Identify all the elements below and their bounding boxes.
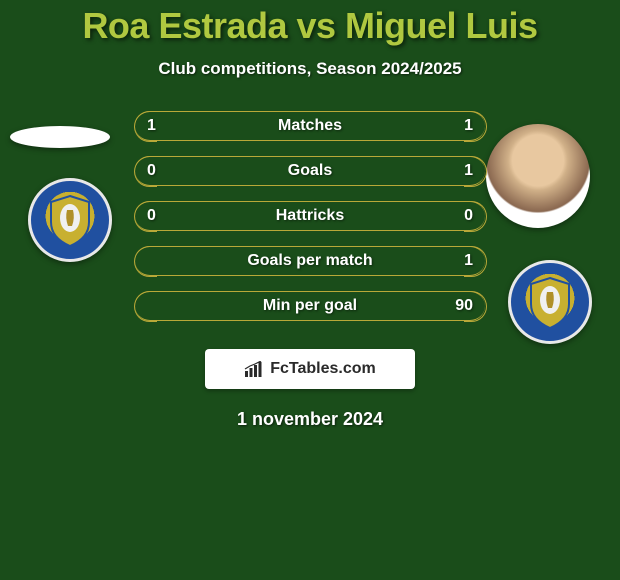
stat-label: Hattricks	[276, 207, 344, 225]
stat-left-value: 1	[147, 117, 175, 135]
stat-label: Matches	[278, 117, 342, 135]
comparison-infographic: Roa Estrada vs Miguel Luis Club competit…	[0, 0, 620, 580]
stat-right-value: 1	[445, 117, 473, 135]
watermark-text: FcTables.com	[270, 360, 376, 378]
stat-row: 0 Hattricks 0	[135, 201, 485, 231]
stat-right-value: 0	[445, 207, 473, 225]
stat-row: 1 Matches 1	[135, 111, 485, 141]
shield-icon	[45, 192, 95, 248]
player-right-avatar	[486, 124, 590, 228]
stat-label: Goals	[288, 162, 332, 180]
subtitle: Club competitions, Season 2024/2025	[0, 59, 620, 79]
stat-label: Goals per match	[247, 252, 372, 270]
stat-row: 0 Goals 1	[135, 156, 485, 186]
stat-right-value: 90	[445, 297, 473, 315]
stat-right-value: 1	[445, 252, 473, 270]
page-title: Roa Estrada vs Miguel Luis	[0, 5, 620, 47]
player-left-avatar	[10, 126, 110, 148]
watermark-badge: FcTables.com	[205, 349, 415, 389]
shield-icon	[525, 274, 575, 330]
player-right-club-badge	[508, 260, 592, 344]
player-left-club-badge	[28, 178, 112, 262]
date-text: 1 november 2024	[0, 409, 620, 430]
stat-row: Min per goal 90	[135, 291, 485, 321]
stat-row: Goals per match 1	[135, 246, 485, 276]
stat-label: Min per goal	[263, 297, 357, 315]
stat-right-value: 1	[445, 162, 473, 180]
stat-left-value: 0	[147, 207, 175, 225]
chart-icon	[244, 361, 264, 377]
stat-left-value: 0	[147, 162, 175, 180]
stats-table: 1 Matches 1 0 Goals 1 0 Hattricks 0 Goal…	[135, 111, 485, 321]
